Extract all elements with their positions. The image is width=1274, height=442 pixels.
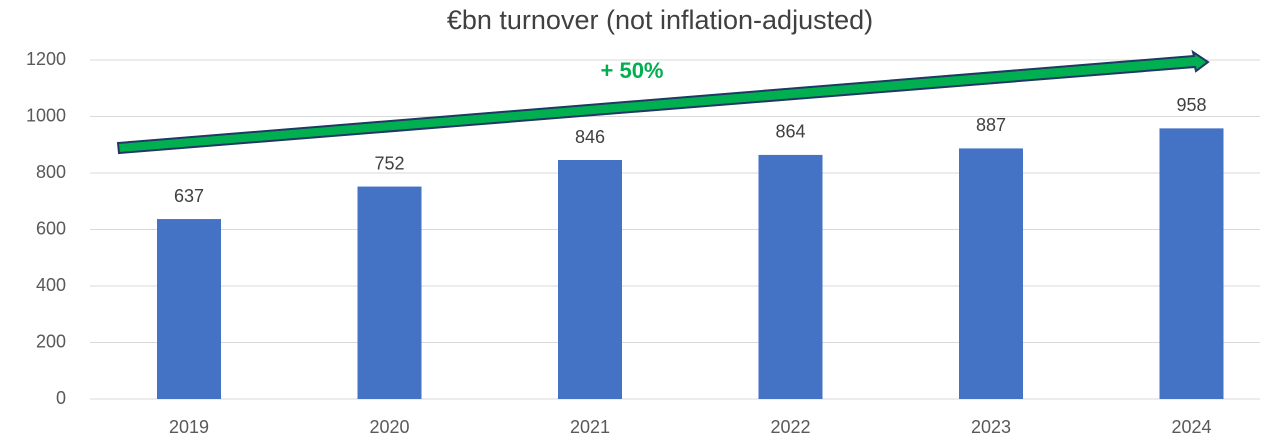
bar: [758, 154, 823, 399]
bar: [357, 186, 422, 399]
annotation: + 50%: [601, 58, 664, 83]
chart-title: €bn turnover (not inflation-adjusted): [447, 5, 873, 35]
data-label: 864: [775, 122, 805, 142]
y-tick-label: 1200: [26, 49, 66, 69]
data-label: 752: [374, 153, 404, 173]
y-tick-label: 800: [36, 162, 66, 182]
x-tick-label: 2019: [169, 417, 209, 437]
bar: [157, 219, 221, 399]
growth-arrow: [116, 49, 1210, 155]
y-tick-label: 1000: [26, 105, 66, 125]
plot: 0 200 400 600 800 1000 1200 2019 637 2020 752 2021 8…: [26, 49, 1260, 437]
data-label: 846: [575, 127, 605, 147]
x-tick-label: 2023: [971, 417, 1011, 437]
y-tick-label: 600: [36, 218, 66, 238]
data-label: 958: [1176, 95, 1206, 115]
y-tick-label: 400: [36, 275, 66, 295]
x-tick-label: 2020: [369, 417, 409, 437]
data-label: 887: [976, 115, 1006, 135]
bar: [959, 148, 1023, 399]
bar: [558, 160, 622, 399]
x-tick-label: 2024: [1171, 417, 1211, 437]
data-label: 637: [174, 186, 204, 206]
y-tick-label: 0: [56, 388, 66, 408]
y-tick-label: 200: [36, 331, 66, 351]
x-tick-label: 2021: [570, 417, 610, 437]
bar: [1159, 128, 1224, 400]
x-tick-label: 2022: [770, 417, 810, 437]
